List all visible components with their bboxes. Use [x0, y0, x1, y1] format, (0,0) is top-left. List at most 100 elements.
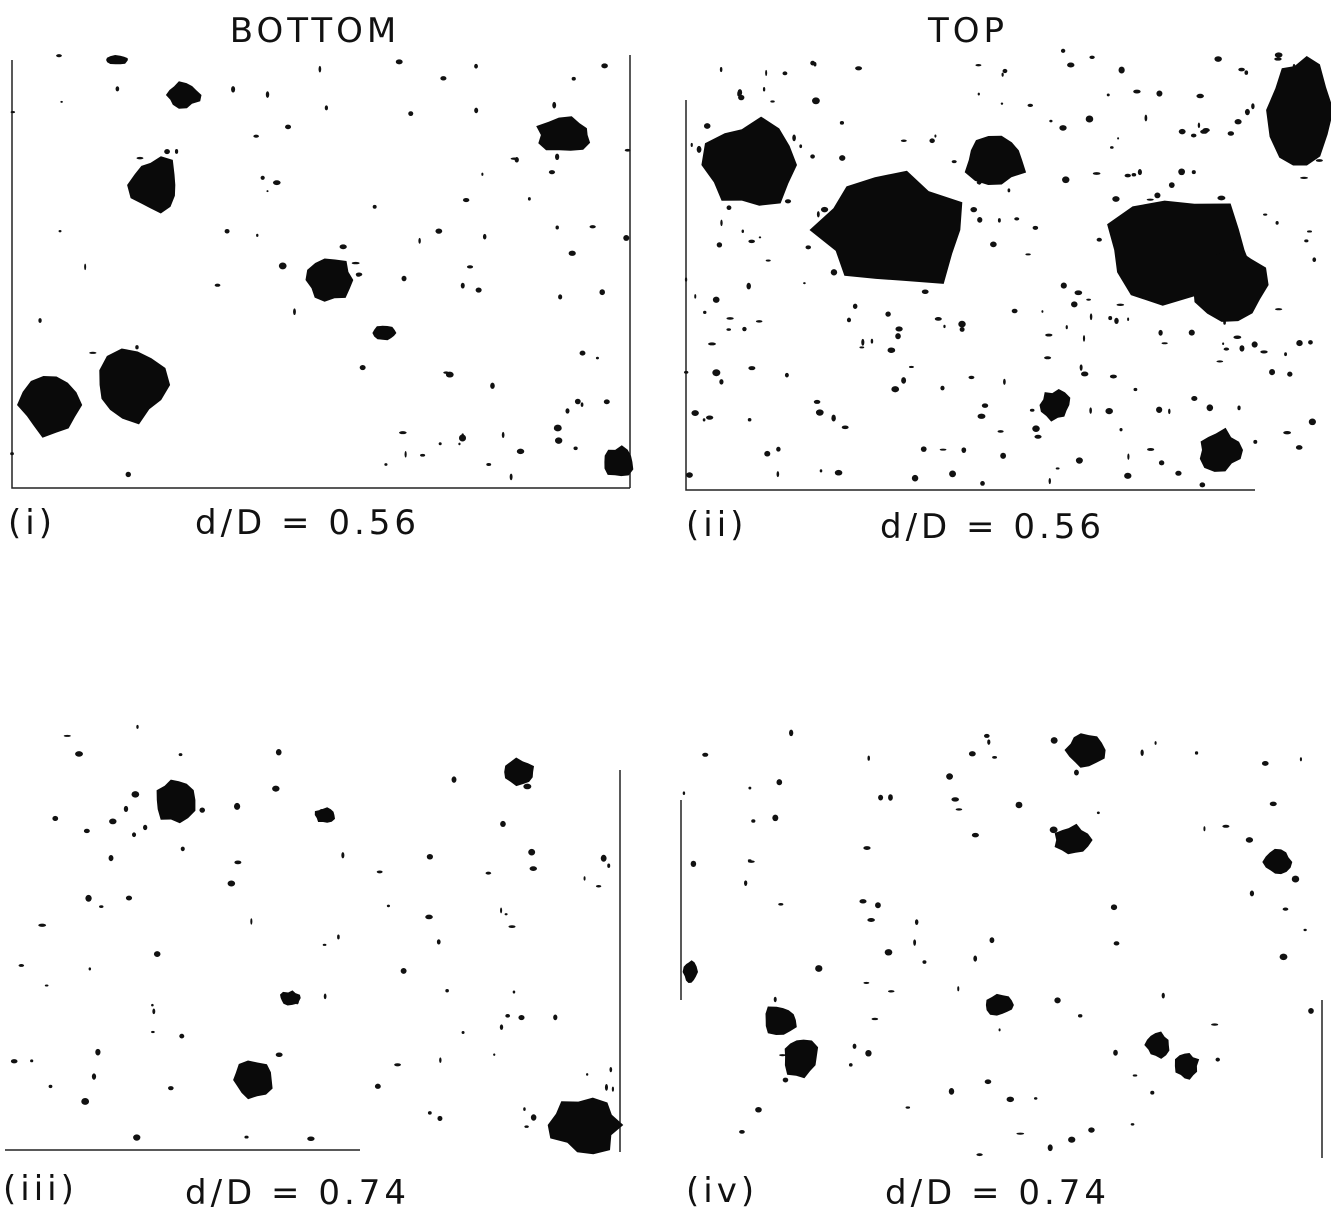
speck [1216, 360, 1224, 363]
speck [527, 197, 531, 201]
speck [1089, 407, 1092, 414]
speck [131, 832, 137, 838]
speck [1054, 997, 1061, 1004]
speck [512, 990, 516, 994]
speck [867, 918, 875, 922]
panel-frame [685, 100, 1255, 491]
particle [1144, 1031, 1170, 1059]
speck [1244, 108, 1250, 116]
panel-frames [5, 55, 1323, 1158]
speck [466, 265, 474, 269]
speck [38, 923, 47, 927]
speck [1263, 213, 1268, 216]
speck [475, 287, 482, 293]
speck [458, 442, 461, 446]
speck [324, 105, 329, 111]
speck [462, 198, 470, 203]
particle [701, 116, 797, 206]
speck [747, 417, 752, 422]
speck [779, 1054, 786, 1057]
speck [1239, 345, 1245, 352]
particle [372, 325, 397, 341]
speck [888, 794, 893, 801]
speck [60, 100, 63, 103]
speck [604, 1083, 608, 1091]
speck [816, 211, 820, 218]
speck [976, 1153, 983, 1157]
speck [1124, 472, 1132, 479]
speck [992, 756, 998, 759]
speck [1307, 230, 1312, 233]
speck [275, 749, 282, 756]
speck [884, 949, 893, 956]
speck [1296, 340, 1303, 347]
speck [726, 328, 732, 331]
speck [789, 729, 794, 737]
speck [738, 94, 745, 101]
speck [115, 86, 120, 92]
speck [583, 876, 586, 881]
speck [260, 175, 265, 180]
speck [895, 326, 903, 332]
particle [165, 81, 202, 109]
speck [726, 317, 734, 320]
speck [48, 1084, 53, 1089]
speck [318, 65, 322, 73]
speck [1096, 811, 1100, 815]
speck [1274, 52, 1283, 58]
speck [746, 282, 751, 290]
speck [607, 863, 611, 868]
speck [1222, 824, 1230, 828]
speck [839, 155, 846, 161]
speck [1194, 751, 1199, 755]
speck [1200, 129, 1208, 134]
speck [500, 820, 506, 828]
speck [929, 138, 935, 144]
speck [1191, 396, 1198, 401]
speck [1027, 103, 1034, 108]
speck [742, 326, 747, 332]
speck [151, 1030, 155, 1034]
speck [739, 1130, 745, 1134]
speck [1147, 447, 1155, 451]
speck [758, 236, 762, 239]
speck [951, 797, 959, 802]
speck [555, 153, 560, 161]
speck [603, 399, 610, 405]
speck [38, 318, 42, 323]
speck [997, 430, 1004, 433]
speck [611, 1086, 615, 1092]
speck [1002, 68, 1008, 74]
speck [1011, 308, 1018, 314]
speck [765, 69, 768, 77]
speck [180, 846, 185, 852]
speck [425, 914, 433, 920]
speck [977, 92, 980, 96]
speck [1047, 1144, 1053, 1152]
speck [1279, 953, 1288, 961]
speck [272, 180, 281, 186]
speck [523, 1107, 526, 1111]
speck [376, 870, 383, 874]
speck [1238, 67, 1245, 72]
speck [1237, 405, 1241, 411]
speck [1032, 225, 1039, 230]
speck [10, 1059, 18, 1064]
speck [400, 967, 407, 974]
speck [1050, 737, 1058, 744]
speck [1150, 1090, 1155, 1095]
speck [914, 919, 919, 925]
speck [1274, 57, 1282, 61]
speck [439, 1057, 442, 1063]
speck [10, 452, 14, 456]
speck [900, 139, 907, 143]
speck [164, 149, 170, 155]
speck [1132, 1074, 1138, 1077]
speck [438, 442, 442, 446]
speck [958, 320, 966, 328]
speck [716, 242, 723, 248]
speck [1282, 907, 1289, 911]
speck [490, 382, 495, 389]
speck [1062, 176, 1070, 184]
speck [867, 755, 870, 761]
